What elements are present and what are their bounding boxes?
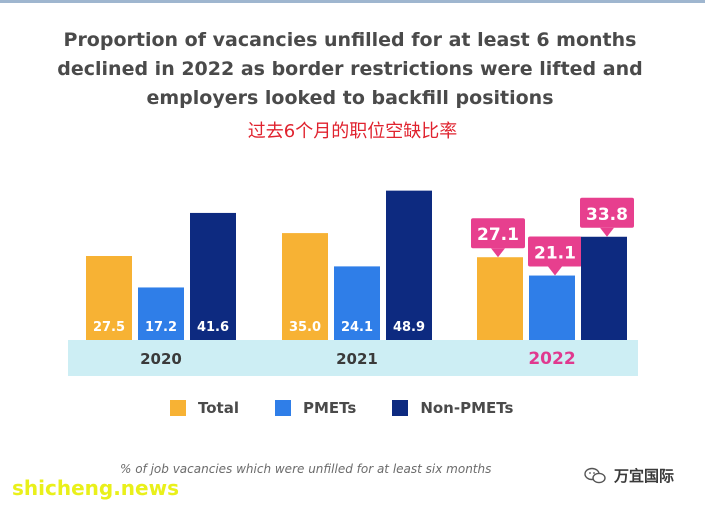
legend-item-pmets: PMETs <box>274 399 357 417</box>
data-label-2022-1: 21.1 <box>534 244 576 264</box>
title-line-1: Proportion of vacancies unfilled for at … <box>63 29 637 51</box>
bar-2022-pmets <box>529 275 575 340</box>
chart-title: Proportion of vacancies unfilled for at … <box>30 26 670 113</box>
watermark-site: shicheng.news <box>12 476 179 500</box>
callout-pointer-2 <box>600 227 614 237</box>
bar-2020-non-pmets <box>190 212 236 340</box>
legend-swatch-non-pmets <box>392 400 409 416</box>
data-label-2021-2: 48.9 <box>393 320 425 335</box>
callout-box-0 <box>471 218 525 249</box>
callout-box-2 <box>580 197 634 228</box>
legend-item-non-pmets: Non-PMETs <box>392 399 513 417</box>
footnote: % of job vacancies which were unfilled f… <box>120 462 492 476</box>
watermark-brand: 万宜国际 <box>584 465 674 486</box>
bar-2022-total <box>477 257 523 340</box>
bar-2020-pmets <box>138 287 184 340</box>
title-line-2: declined in 2022 as border restrictions … <box>57 58 643 80</box>
title-line-3: employers looked to backfill positions <box>146 87 554 109</box>
legend: Total PMETs Non-PMETs <box>170 396 549 420</box>
chinese-subtitle: 过去6个月的职位空缺比率 <box>247 121 458 142</box>
callout-pointer-1 <box>548 266 562 276</box>
legend-label-pmets: PMETs <box>302 399 357 417</box>
data-label-2020-2: 41.6 <box>197 320 229 335</box>
category-label-2020: 2020 <box>140 350 182 368</box>
category-label-2022: 2022 <box>528 349 575 369</box>
data-label-2020-1: 17.2 <box>145 320 177 335</box>
wechat-icon <box>584 467 606 483</box>
legend-label-non-pmets: Non-PMETs <box>420 399 514 417</box>
data-label-2020-0: 27.5 <box>93 320 125 335</box>
bar-2022-non-pmets <box>581 236 627 340</box>
callout-box-1 <box>528 236 582 267</box>
callout-pointer-0 <box>491 248 505 258</box>
bar-2021-non-pmets <box>386 190 432 340</box>
data-label-2021-1: 24.1 <box>341 320 373 335</box>
data-label-2021-0: 35.0 <box>289 320 321 335</box>
data-label-2022-2: 33.8 <box>586 205 628 225</box>
legend-swatch-total <box>170 400 186 416</box>
bar-2021-total <box>282 233 328 340</box>
legend-label-total: Total <box>198 399 239 417</box>
bar-2020-total <box>86 256 132 340</box>
bar-2021-pmets <box>334 266 380 340</box>
legend-swatch-pmets <box>274 400 291 416</box>
legend-item-total: Total <box>170 399 239 417</box>
category-axis-band <box>68 340 638 376</box>
category-label-2021: 2021 <box>336 350 378 368</box>
watermark-brand-text: 万宜国际 <box>614 467 675 485</box>
data-label-2022-0: 27.1 <box>477 225 519 245</box>
top-border <box>0 0 705 3</box>
